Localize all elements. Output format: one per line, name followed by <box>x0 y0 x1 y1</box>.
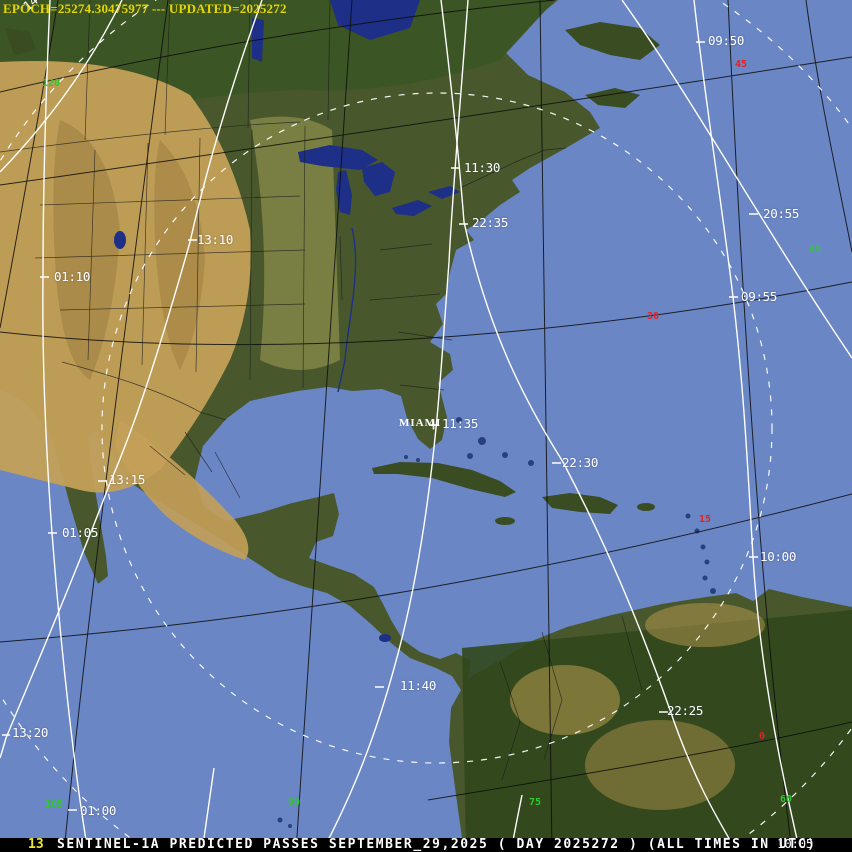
track-09xx <box>693 0 801 852</box>
track-22xx <box>440 0 738 852</box>
epoch-readout: EPOCH=25274.30475977 --- UPDATED=2025272 <box>3 1 287 16</box>
status-title: SENTINEL-1A PREDICTED PASSES SEPTEMBER_2… <box>57 837 817 852</box>
pass-count: 13 <box>28 837 44 852</box>
track-01xx <box>42 0 89 852</box>
coverage-circle-inner <box>101 92 773 764</box>
track-13xx <box>0 0 263 759</box>
status-bar: 13 SENTINEL-1A PREDICTED PASSES SEPTEMBE… <box>0 838 852 852</box>
miami-station-marker-icon <box>429 420 438 430</box>
track-2055 <box>621 0 852 359</box>
track-11xx <box>321 0 469 852</box>
track-1445 <box>0 0 123 173</box>
lakes <box>114 0 460 642</box>
borders <box>0 0 642 780</box>
miami-station-label: MIAMI <box>399 417 442 429</box>
